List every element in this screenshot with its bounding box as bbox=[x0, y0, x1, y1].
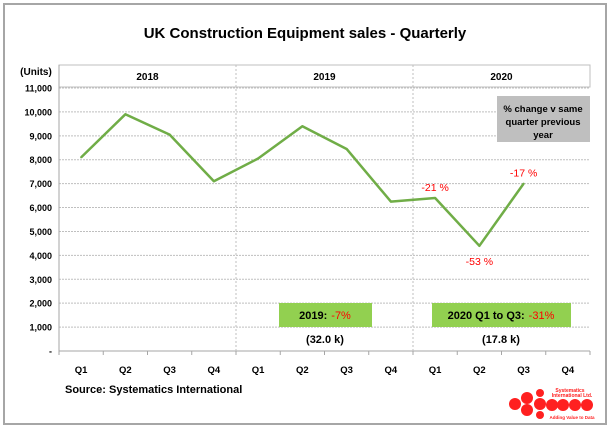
note-line-3: year bbox=[533, 130, 553, 141]
note-line-1: % change v same bbox=[503, 104, 582, 115]
data-point bbox=[168, 133, 171, 136]
y-tick-label: 10,000 bbox=[24, 107, 52, 117]
year-label: 2018 bbox=[136, 72, 159, 83]
x-tick-label: Q2 bbox=[119, 365, 132, 376]
data-point bbox=[522, 182, 525, 185]
y-tick-label: 11,000 bbox=[25, 84, 52, 94]
x-tick-label: Q3 bbox=[163, 365, 176, 376]
year-label: 2019 bbox=[313, 72, 336, 83]
summary-box-2019 bbox=[279, 303, 372, 327]
y-tick-label: - bbox=[49, 347, 52, 357]
gridlines bbox=[58, 65, 591, 355]
data-point bbox=[434, 196, 437, 199]
x-tick-label: Q1 bbox=[75, 365, 88, 376]
year-labels: 2018 2019 2020 bbox=[136, 72, 513, 83]
chart-title: UK Construction Equipment sales - Quarte… bbox=[144, 25, 467, 42]
data-point bbox=[257, 157, 260, 160]
x-tick-labels: Q1 Q2 Q3 Q4 Q1 Q2 Q3 Q4 Q1 Q2 Q3 Q4 bbox=[75, 365, 575, 376]
x-tick-label: Q4 bbox=[562, 365, 575, 376]
x-tick-label: Q2 bbox=[296, 365, 309, 376]
y-axis-label: (Units) bbox=[20, 67, 52, 78]
data-point bbox=[345, 147, 348, 150]
total-2019: (32.0 k) bbox=[306, 334, 344, 346]
svg-text:Adding Value to Data: Adding Value to Data bbox=[549, 415, 595, 420]
x-tick-label: Q2 bbox=[473, 365, 486, 376]
x-tick-label: Q4 bbox=[385, 365, 398, 376]
summary-2020: 2020 Q1 to Q3: -31% bbox=[448, 310, 555, 322]
y-tick-label: 4,000 bbox=[29, 251, 52, 261]
x-tick-label: Q4 bbox=[208, 365, 221, 376]
summary-box-2020 bbox=[432, 303, 571, 327]
x-tick-label: Q1 bbox=[252, 365, 265, 376]
y-tick-label: 9,000 bbox=[29, 131, 52, 141]
y-tick-label: 6,000 bbox=[29, 203, 52, 213]
data-point bbox=[389, 200, 392, 203]
source-text: Source: Systematics International bbox=[65, 384, 242, 396]
x-tick-label: Q3 bbox=[517, 365, 530, 376]
systematics-logo: Systematics International Ltd. Adding Va… bbox=[509, 388, 595, 420]
point-annotation: -17 % bbox=[510, 168, 537, 180]
y-tick-label: 8,000 bbox=[29, 155, 52, 165]
y-tick-label: 3,000 bbox=[29, 275, 52, 285]
point-annotation: -53 % bbox=[466, 256, 493, 268]
series-line bbox=[80, 113, 525, 248]
y-tick-label: 1,000 bbox=[29, 323, 52, 333]
y-tick-label: 7,000 bbox=[29, 179, 52, 189]
summary-2019: 2019: -7% bbox=[299, 310, 351, 322]
data-point bbox=[478, 244, 481, 247]
y-tick-label: 5,000 bbox=[29, 227, 52, 237]
data-point bbox=[212, 180, 215, 183]
y-tick-labels: - 1,000 2,000 3,000 4,000 5,000 6,000 7,000 8,00… bbox=[24, 84, 52, 357]
point-annotations: -21 % -53 % -17 % bbox=[421, 168, 537, 268]
year-label: 2020 bbox=[490, 72, 513, 83]
data-point bbox=[124, 113, 127, 116]
data-point bbox=[80, 156, 83, 159]
y-tick-label: 2,000 bbox=[29, 299, 52, 309]
total-2020: (17.8 k) bbox=[482, 334, 520, 346]
svg-text:Systematics: Systematics bbox=[555, 388, 584, 394]
note-box bbox=[497, 96, 590, 142]
data-point bbox=[301, 125, 304, 128]
note-line-2: quarter previous bbox=[506, 117, 581, 128]
svg-text:International Ltd.: International Ltd. bbox=[552, 393, 593, 399]
point-annotation: -21 % bbox=[421, 182, 448, 194]
x-tick-label: Q3 bbox=[340, 365, 353, 376]
x-tick-label: Q1 bbox=[429, 365, 442, 376]
